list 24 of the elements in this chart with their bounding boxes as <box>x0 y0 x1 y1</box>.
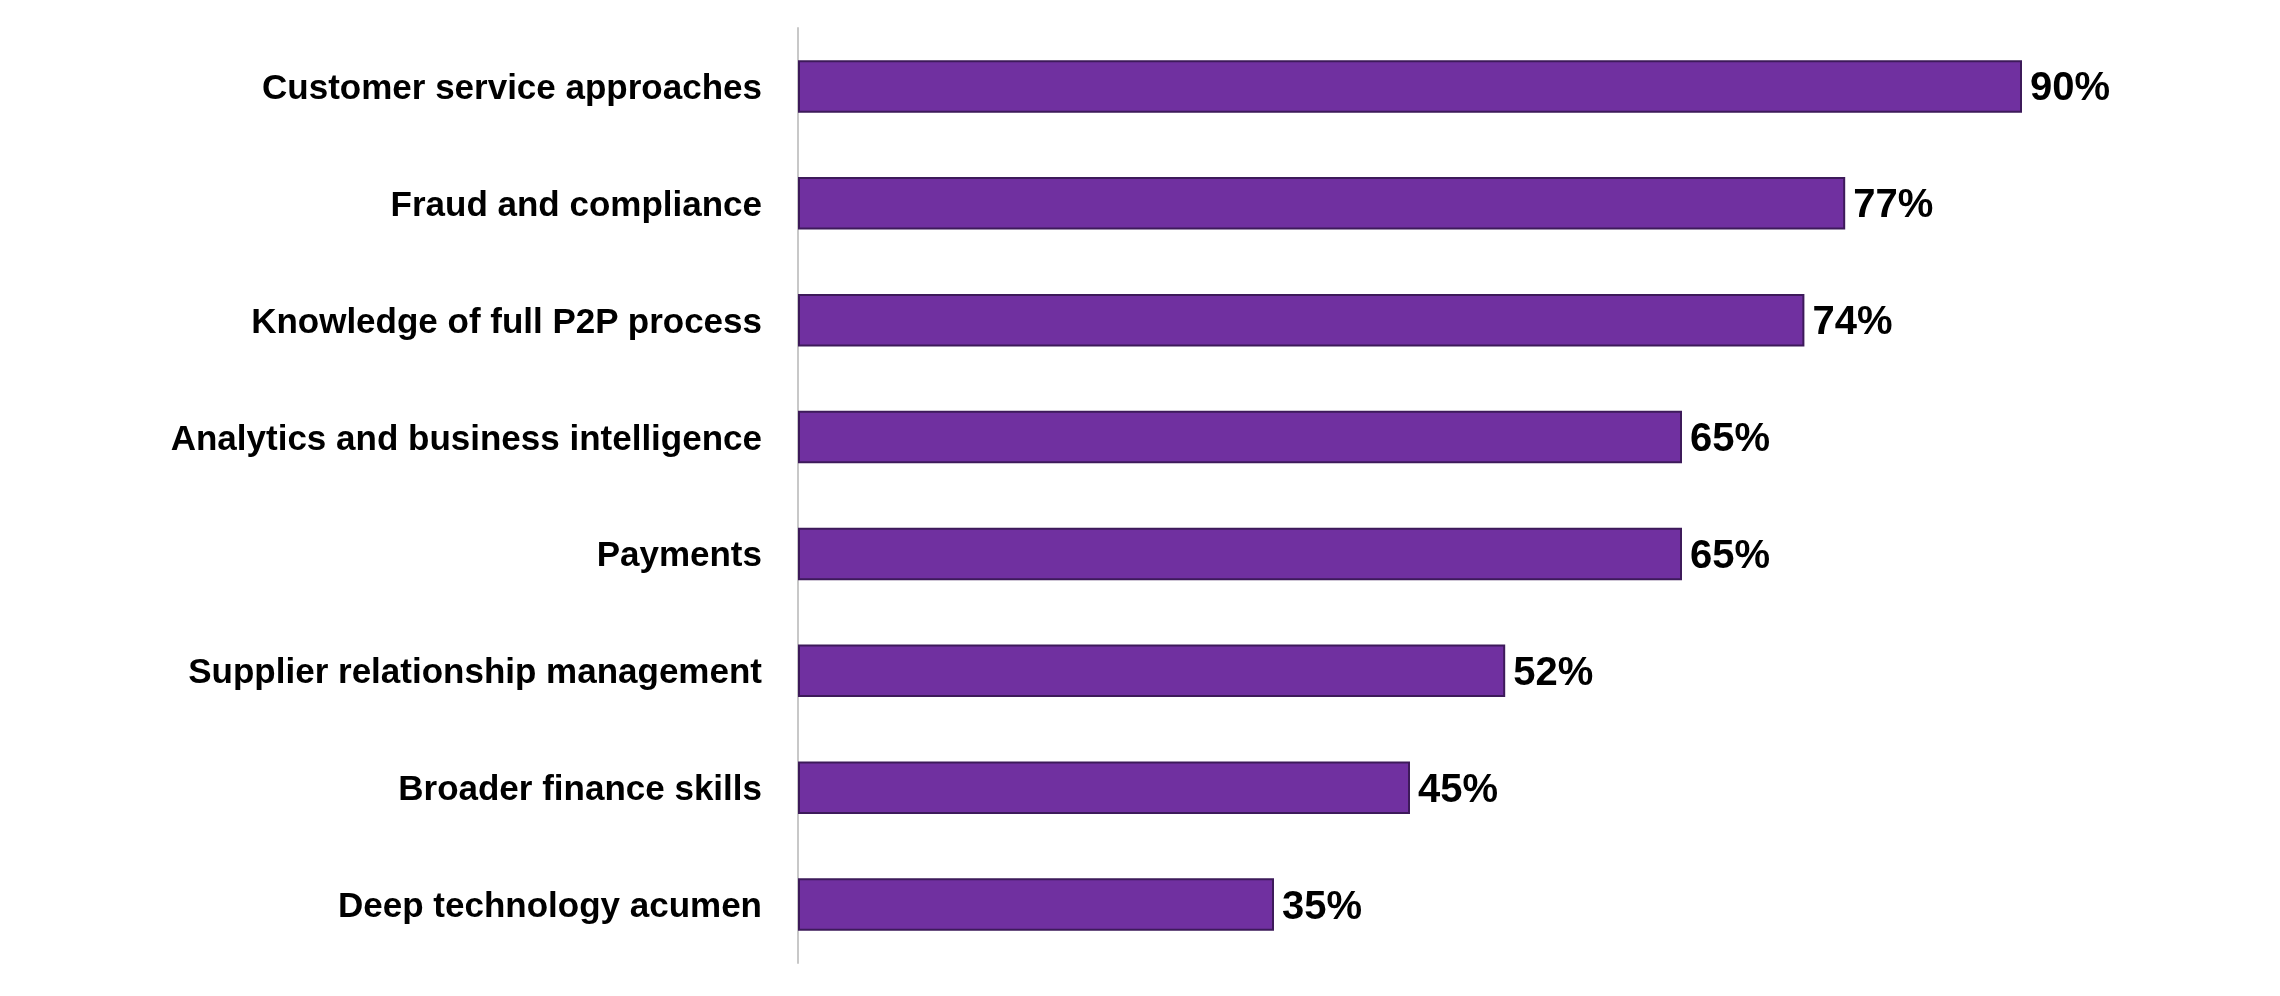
data-label: 45% <box>1418 765 1499 810</box>
y-tick-label: Analytics and business intelligence <box>170 417 762 457</box>
data-label: 65% <box>1690 415 1771 460</box>
y-tick-label: Payments <box>596 534 762 574</box>
bar <box>798 293 1805 347</box>
y-tick-label: Supplier relationship management <box>188 651 763 691</box>
data-label: 35% <box>1282 882 1363 927</box>
bar <box>798 761 1410 814</box>
bar <box>798 410 1682 464</box>
y-tick-label: Deep technology acumen <box>338 885 762 925</box>
y-tick-label: Fraud and compliance <box>390 183 762 223</box>
data-label: 90% <box>2030 64 2111 109</box>
y-tick-label: Broader finance skills <box>398 768 762 808</box>
bar <box>798 644 1506 698</box>
data-label: 77% <box>1853 181 1934 226</box>
data-label: 74% <box>1812 298 1893 343</box>
data-label: 65% <box>1690 531 1771 576</box>
bar <box>798 60 2022 113</box>
bar <box>798 177 1846 230</box>
bar <box>798 527 1682 581</box>
y-tick-label: Customer service approaches <box>262 66 762 106</box>
bar <box>798 878 1274 931</box>
data-label: 52% <box>1513 648 1594 693</box>
y-tick-label: Knowledge of full P2P process <box>251 300 762 340</box>
